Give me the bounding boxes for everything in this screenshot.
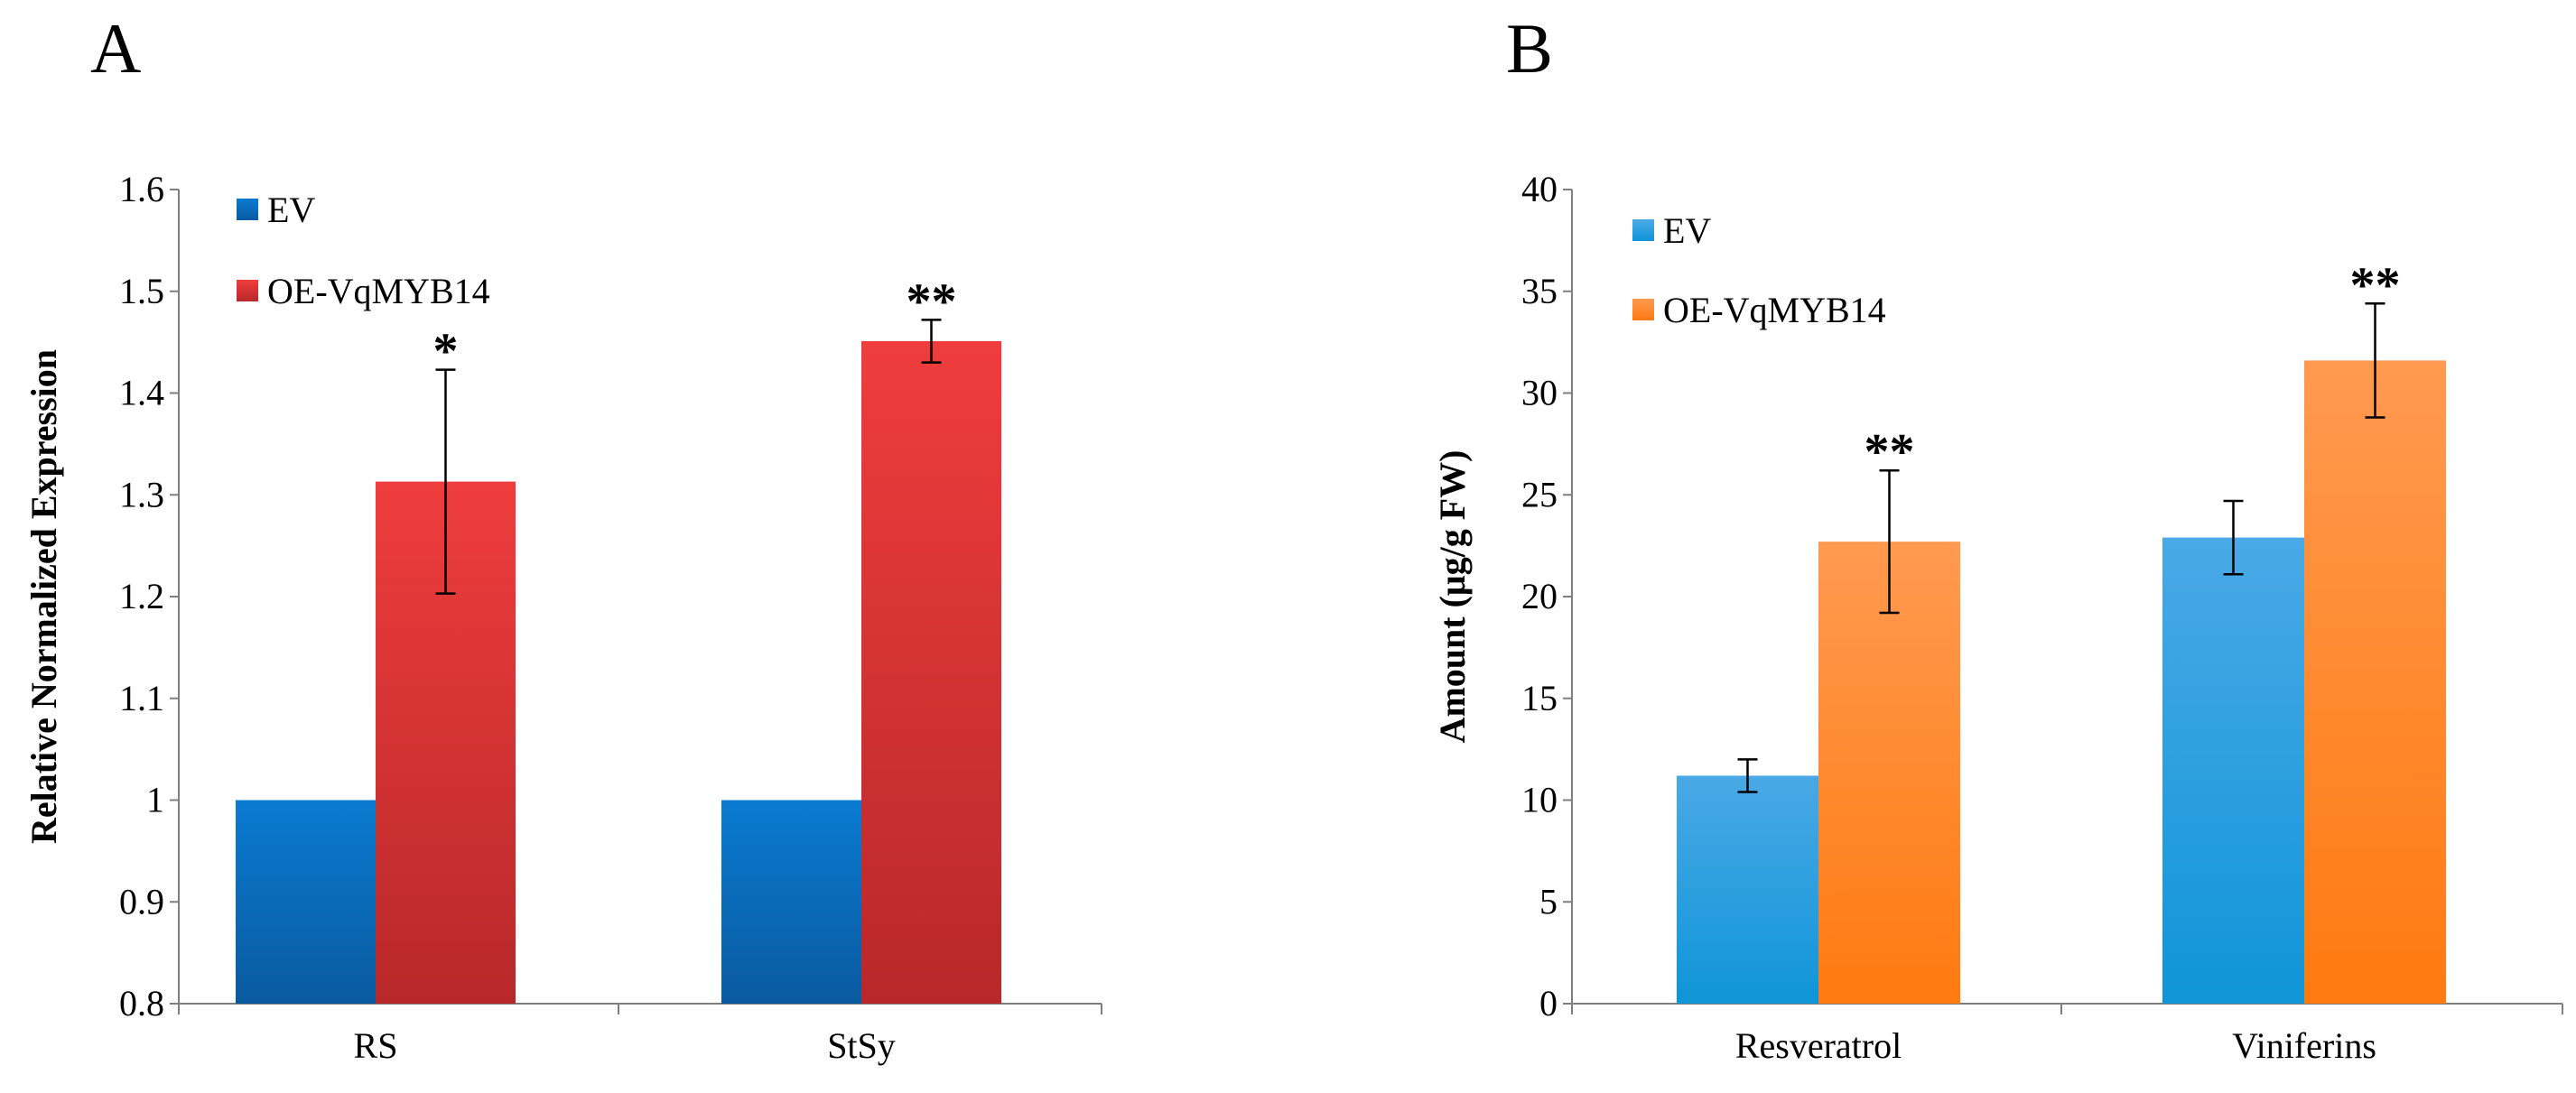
legend-label: OE-VqMYB14 (1663, 290, 1886, 330)
y-tick-label: 1.3 (119, 474, 164, 514)
y-tick-label: 30 (1521, 373, 1558, 413)
legend-swatch (1632, 299, 1654, 320)
y-tick-label: 35 (1521, 271, 1558, 311)
legend-label: EV (1663, 210, 1711, 251)
x-category-label: Resveratrol (1735, 1025, 1902, 1066)
y-tick-label: 10 (1521, 780, 1558, 820)
y-tick-label: 40 (1521, 169, 1558, 209)
legend-swatch (237, 280, 258, 301)
x-category-label: Viniferins (2232, 1025, 2376, 1066)
significance-marker: ** (2350, 257, 2401, 313)
y-tick-label: 0.9 (119, 881, 164, 922)
significance-marker: ** (907, 273, 957, 329)
chart-panel-A: A 0.8 0.9 1 1.1 1.2 1.3 1.4 1.5 1.6 Relative Norma… (23, 9, 1102, 1066)
y-axis-label: Relative Normalized Expression (23, 349, 64, 844)
y-tick-label: 1 (146, 780, 164, 820)
significance-marker: ** (1865, 424, 1915, 480)
y-tick-label: 1.4 (119, 373, 164, 413)
legend-swatch (237, 199, 258, 220)
panel-label: B (1506, 9, 1553, 88)
bar-oe-vqmyb14-stsy (861, 340, 1001, 1004)
y-tick-label: 1.2 (119, 576, 164, 616)
legend-swatch (1632, 219, 1654, 241)
bar-ev-viniferins (2162, 537, 2304, 1004)
legend-label: EV (267, 190, 315, 230)
y-tick-label: 0 (1539, 983, 1558, 1024)
bar-oe-vqmyb14-resveratrol (1818, 542, 1960, 1004)
y-tick-label: 25 (1521, 474, 1558, 514)
y-tick-label: 0.8 (119, 983, 164, 1024)
x-category-label: RS (354, 1025, 398, 1066)
y-tick-label: 15 (1521, 678, 1558, 718)
bar-ev-rs (236, 800, 376, 1004)
y-tick-label: 1.6 (119, 169, 164, 209)
y-axis-label: Amount (μg/g FW) (1432, 450, 1473, 744)
y-tick-label: 1.5 (119, 271, 164, 311)
panel-label: A (90, 9, 141, 88)
y-tick-label: 1.1 (119, 678, 164, 718)
y-tick-label: 20 (1521, 576, 1558, 616)
significance-marker: * (433, 324, 459, 380)
y-tick-label: 5 (1539, 881, 1558, 922)
bar-ev-resveratrol (1677, 775, 1818, 1004)
chart-panel-B: B 0 5 10 15 20 25 30 35 40 Amount (μg/g FW) Resvera… (1432, 9, 2563, 1066)
legend-label: OE-VqMYB14 (267, 271, 490, 311)
x-category-label: StSy (827, 1025, 896, 1066)
bar-ev-stsy (721, 800, 861, 1004)
bar-oe-vqmyb14-viniferins (2304, 360, 2446, 1004)
